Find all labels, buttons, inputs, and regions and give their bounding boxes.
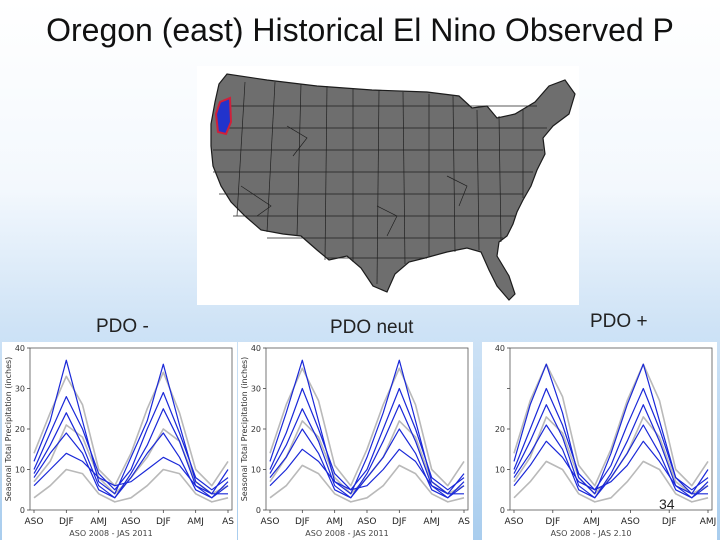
series-line-blue-5 [269,448,464,495]
y-tick-label: 0 [256,506,261,515]
series-line-blue-1 [33,359,229,495]
x-tick-label: AMJ [423,517,440,527]
x-tick-label: AS [458,517,470,527]
oregon-east-division [214,96,233,136]
chart-pdo-positive: 0 10 20 40 ASO DJF AMJ ASO DJF AMJ ASO 2008 - JAS … [482,342,717,540]
x-tick-label: AMJ [326,517,343,527]
series-line-blue-4 [33,432,229,499]
x-tick-label: DJF [295,517,310,527]
series-line-gray-3 [33,468,229,503]
chart-pdo-neutral: 0 10 20 30 40 Seasonal Total Precipitation (i… [238,342,473,540]
series-line-gray-1 [269,367,465,487]
x-tick-label: ASO [122,517,141,527]
x-tick-label: AS [222,517,234,527]
y-tick-label: 20 [495,425,505,434]
page-number: 34 [659,496,675,512]
pdo-negative-label: PDO - [96,316,149,337]
y-tick-label: 10 [15,466,25,475]
y-tick-label: 40 [495,344,505,353]
us-climate-divisions-map [197,66,579,305]
series-line-blue-2 [33,391,229,491]
map-svg [197,66,579,305]
x-tick-label: DJF [392,517,407,527]
y-tick-label: 30 [15,385,25,394]
series-line-blue-4 [513,424,709,499]
x-tick-label: ASO [505,517,524,527]
us-outline [210,73,576,301]
series-line-gray-1 [33,371,229,487]
series-line-blue-1 [269,359,465,495]
x-tick-label: ASO [621,517,640,527]
x-tick-label: DJF [662,517,677,527]
chart-pdo-negative: 0 10 20 30 40 Seasonal Total Precipitation (i… [2,342,237,540]
x-tick-label: ASO [25,517,44,527]
series-line-blue-2 [269,387,465,491]
y-tick-label: 40 [15,344,25,353]
x-tick-label: AMJ [583,517,600,527]
pdo-neutral-label: PDO neut [330,317,414,338]
x-tick-label: AMJ [90,517,107,527]
x-tick-label: AMJ [187,517,204,527]
x-tick-label: DJF [59,517,74,527]
x-tick-label: DJF [545,517,560,527]
division-borders [213,81,547,285]
series-line-blue-5 [513,440,708,495]
y-tick-label: 20 [251,425,261,434]
slide-title: Oregon (east) Historical El Nino Observe… [46,12,674,48]
y-axis-label: Seasonal Total Precipitation (inches) [240,357,249,502]
x-tick-label: AMJ [700,517,717,527]
y-tick-label: 20 [15,425,25,434]
time-range-label: ASO 2008 - JAS 2011 [305,529,388,538]
x-tick-label: ASO [261,517,280,527]
series-line-blue-2 [513,387,709,491]
y-tick-label: 10 [495,466,505,475]
y-tick-label: 40 [251,344,261,353]
y-tick-label: 30 [251,385,261,394]
chart-svg: 0 10 20 40 ASO DJF AMJ ASO DJF AMJ ASO 2008 - JAS … [495,344,717,538]
series-line-blue-4 [269,428,465,499]
time-range-label: ASO 2008 - JAS 2.10 [551,529,632,538]
time-range-label: ASO 2008 - JAS 2011 [69,529,152,538]
y-tick-label: 0 [20,506,25,515]
pdo-positive-label: PDO + [590,311,648,332]
x-tick-label: DJF [156,517,171,527]
y-tick-label: 0 [500,506,505,515]
series-line-gray-3 [513,460,709,503]
x-tick-label: ASO [358,517,377,527]
series-line-gray-3 [269,464,465,503]
y-axis-label: Seasonal Total Precipitation (inches) [4,357,13,502]
series-line-blue-5 [33,452,228,495]
y-tick-label: 10 [251,466,261,475]
